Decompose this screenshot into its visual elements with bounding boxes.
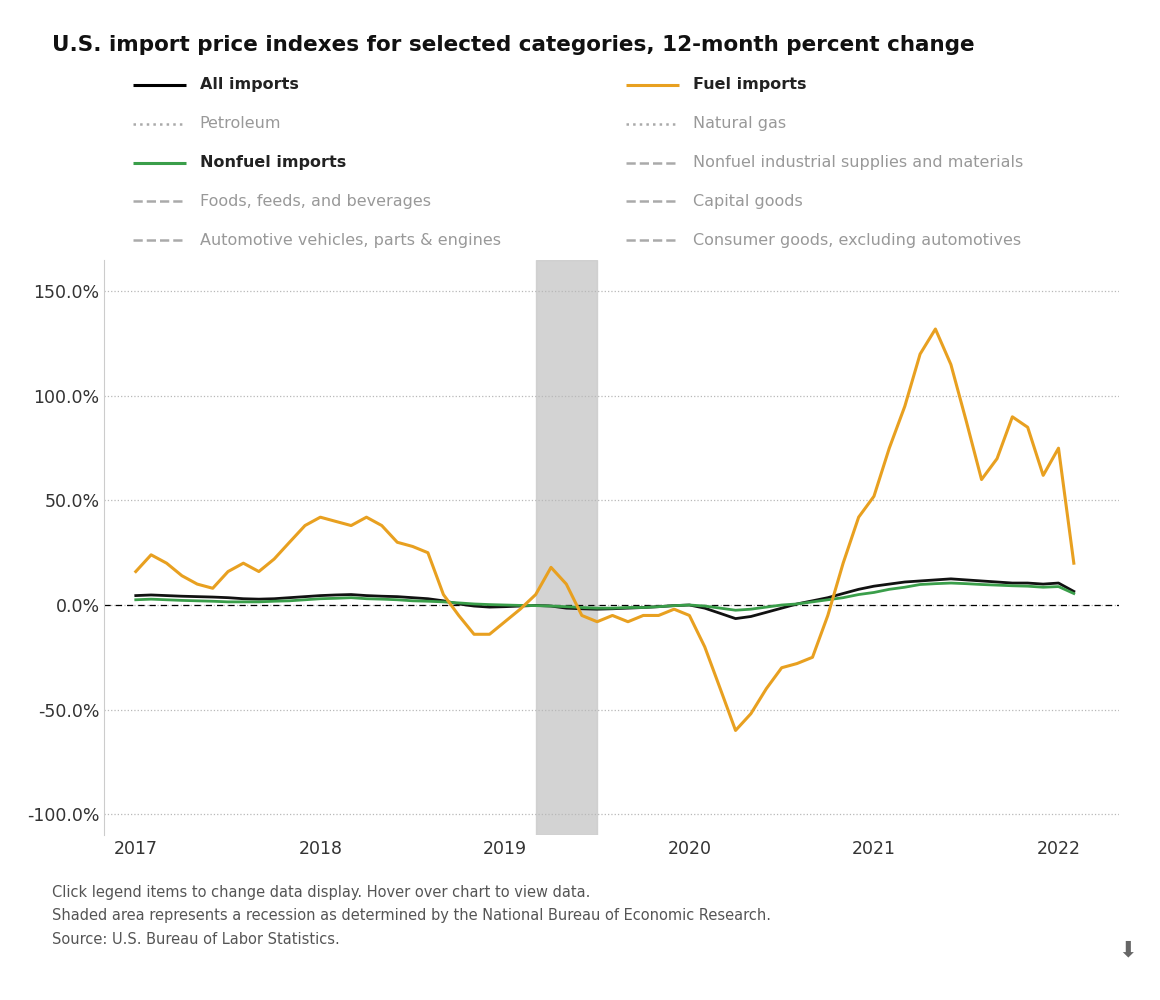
Text: Nonfuel imports: Nonfuel imports bbox=[200, 155, 346, 170]
Text: Natural gas: Natural gas bbox=[693, 116, 785, 131]
Text: U.S. import price indexes for selected categories, 12-month percent change: U.S. import price indexes for selected c… bbox=[52, 35, 974, 55]
Text: Click legend items to change data display. Hover over chart to view data.
Shaded: Click legend items to change data displa… bbox=[52, 885, 771, 947]
Text: Automotive vehicles, parts & engines: Automotive vehicles, parts & engines bbox=[200, 232, 500, 247]
Text: Foods, feeds, and beverages: Foods, feeds, and beverages bbox=[200, 194, 430, 209]
Text: Capital goods: Capital goods bbox=[693, 194, 803, 209]
Text: Fuel imports: Fuel imports bbox=[693, 78, 806, 93]
Text: Nonfuel industrial supplies and materials: Nonfuel industrial supplies and material… bbox=[693, 155, 1023, 170]
Text: ⬇: ⬇ bbox=[1118, 940, 1137, 960]
Text: All imports: All imports bbox=[200, 78, 298, 93]
Bar bbox=[536, 260, 597, 835]
Text: Petroleum: Petroleum bbox=[200, 116, 281, 131]
Text: Consumer goods, excluding automotives: Consumer goods, excluding automotives bbox=[693, 232, 1021, 247]
